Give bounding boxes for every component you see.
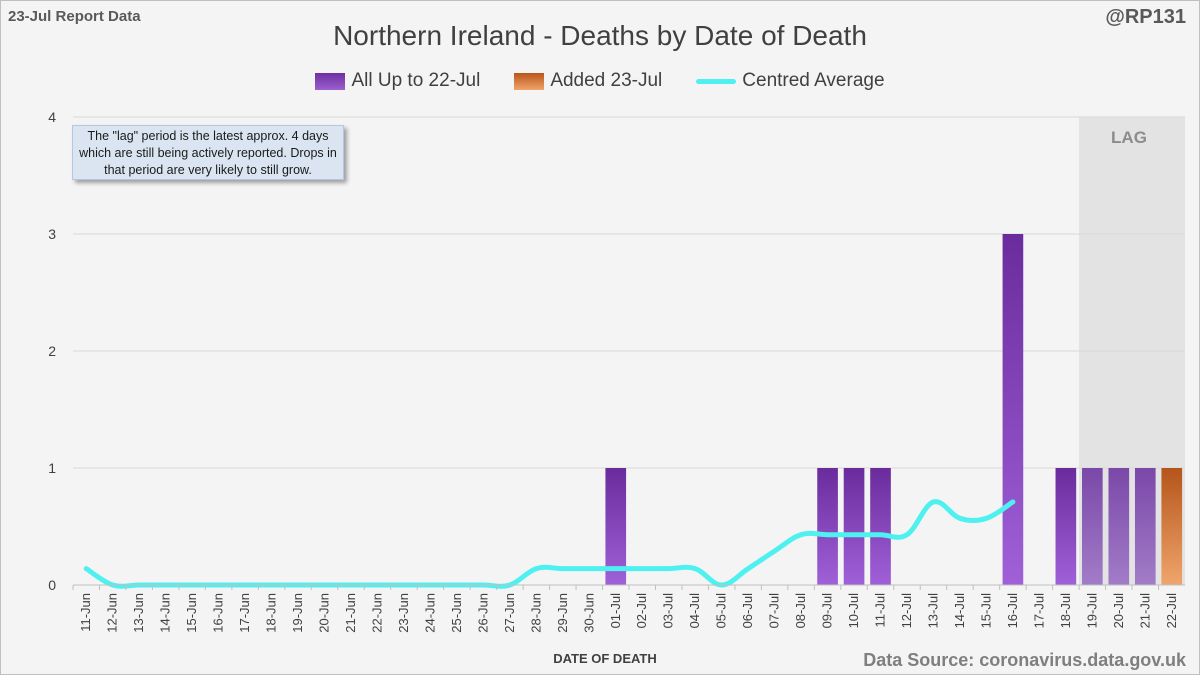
author-handle: @RP131 <box>1105 6 1186 28</box>
x-tick-label: 15-Jun <box>184 593 199 633</box>
bar-20-Jul-prev <box>1108 468 1130 585</box>
x-tick-label: 16-Jul <box>1005 593 1020 629</box>
legend-label-new: Added 23-Jul <box>550 70 663 91</box>
x-tick-label: 05-Jul <box>714 593 729 629</box>
x-tick-label: 26-Jun <box>475 593 490 633</box>
x-tick-label: 11-Jul <box>873 593 888 628</box>
bar-21-Jul-prev <box>1134 468 1156 585</box>
x-tick-label: 07-Jul <box>767 593 782 629</box>
x-tick-label: 29-Jun <box>555 593 570 633</box>
y-tick-label: 0 <box>48 577 56 593</box>
bar-01-Jul-prev <box>605 468 627 585</box>
legend-swatch-avg <box>696 78 737 84</box>
x-tick-label: 18-Jun <box>264 593 279 633</box>
x-tick-label: 18-Jul <box>1058 593 1073 629</box>
x-tick-label: 19-Jul <box>1084 593 1099 629</box>
bar-22-Jul-added <box>1161 468 1183 585</box>
x-tick-label: 04-Jul <box>687 593 702 629</box>
x-tick-label: 23-Jun <box>396 593 411 633</box>
x-tick-label: 06-Jul <box>740 593 755 629</box>
x-tick-label: 30-Jun <box>581 593 596 633</box>
bar-10-Jul-prev <box>843 468 865 585</box>
x-tick-label: 27-Jun <box>502 593 517 633</box>
x-tick-label: 17-Jun <box>237 593 252 633</box>
x-tick-label: 12-Jun <box>105 593 120 633</box>
y-tick-label: 2 <box>48 343 56 359</box>
legend: All Up to 22-Jul Added 23-Jul Centred Av… <box>0 70 1200 92</box>
bars <box>605 234 1183 585</box>
x-tick-label: 09-Jul <box>820 593 835 629</box>
bar-09-Jul-prev <box>817 468 838 585</box>
legend-label-prev: All Up to 22-Jul <box>351 70 481 91</box>
x-tick-label: 14-Jun <box>158 593 173 633</box>
x-tick-label: 22-Jul <box>1164 593 1179 629</box>
x-tick-label: 02-Jul <box>634 593 649 629</box>
bar-19-Jul-prev <box>1082 468 1103 585</box>
x-tick-label: 14-Jul <box>952 593 967 629</box>
x-tick-label: 28-Jun <box>528 593 543 633</box>
x-tick-label: 21-Jul <box>1137 593 1152 629</box>
y-axis-ticks: 0 1 2 3 4 <box>48 109 56 593</box>
x-tick-label: 20-Jun <box>317 593 332 633</box>
lag-label: LAG <box>1111 128 1147 147</box>
x-tick-label: 21-Jun <box>343 593 358 633</box>
legend-item-avg: Centred Average <box>696 70 885 92</box>
bar-18-Jul-prev <box>1055 468 1077 585</box>
x-tick-label: 13-Jul <box>925 593 940 629</box>
x-tick-label: 08-Jul <box>793 593 808 629</box>
x-tick-label: 03-Jul <box>661 593 676 629</box>
legend-label-avg: Centred Average <box>742 70 885 91</box>
x-tick-label: 13-Jun <box>131 593 146 633</box>
y-tick-label: 4 <box>48 109 56 125</box>
x-tick-label: 10-Jul <box>846 593 861 629</box>
data-source: Data Source: coronavirus.data.gov.uk <box>863 650 1186 670</box>
legend-item-prev: All Up to 22-Jul <box>315 70 480 92</box>
lag-note: The "lag" period is the latest approx. 4… <box>72 125 344 180</box>
x-axis-title: DATE OF DEATH <box>553 651 657 666</box>
x-axis-ticks: 11-Jun 12-Jun 13-Jun 14-Jun 15-Jun 16-Jun 17-J… <box>72 585 1179 633</box>
x-tick-label: 24-Jun <box>422 593 437 633</box>
x-tick-label: 22-Jun <box>369 593 384 633</box>
y-tick-label: 1 <box>48 460 56 476</box>
bar-11-Jul-prev <box>870 468 891 585</box>
chart-title: Northern Ireland - Deaths by Date of Dea… <box>333 20 867 51</box>
x-tick-label: 12-Jul <box>899 593 914 629</box>
x-tick-label: 11-Jun <box>78 593 93 632</box>
x-tick-label: 16-Jun <box>211 593 226 633</box>
legend-item-new: Added 23-Jul <box>514 70 662 92</box>
gridlines <box>73 116 1185 469</box>
report-label: 23-Jul Report Data <box>8 8 141 25</box>
x-tick-label: 19-Jun <box>290 593 305 633</box>
bar-16-Jul-prev <box>1002 234 1024 585</box>
x-tick-label: 17-Jul <box>1031 593 1046 629</box>
x-tick-label: 15-Jul <box>978 593 993 629</box>
legend-swatch-new <box>514 72 545 90</box>
x-tick-label: 01-Jul <box>608 593 623 629</box>
y-tick-label: 3 <box>48 226 56 242</box>
x-tick-label: 20-Jul <box>1111 593 1126 629</box>
legend-swatch-prev <box>315 72 346 90</box>
x-tick-label: 25-Jun <box>449 593 464 633</box>
